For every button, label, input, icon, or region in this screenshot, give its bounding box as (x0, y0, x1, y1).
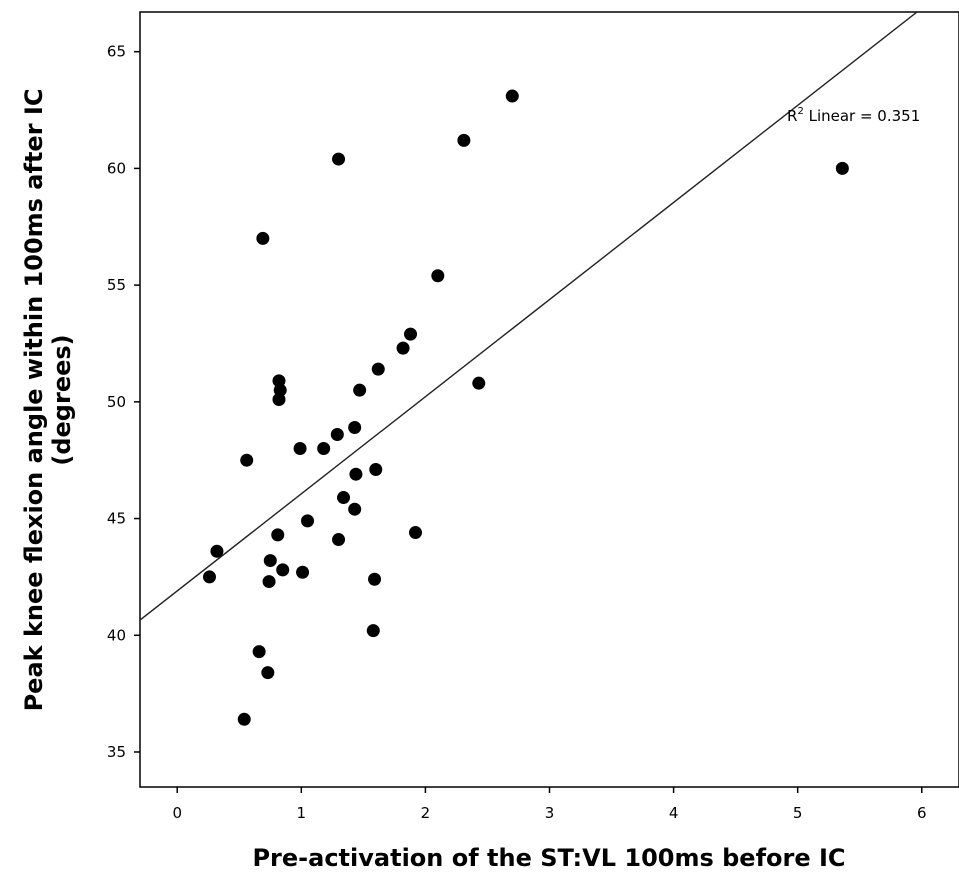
x-tick-label: 5 (793, 804, 803, 822)
data-point (262, 575, 276, 589)
data-point (835, 161, 849, 175)
x-tick-label: 4 (669, 804, 679, 822)
data-point (332, 533, 346, 547)
data-point (348, 421, 362, 435)
y-tick-label: 35 (107, 743, 126, 761)
data-point (256, 231, 270, 245)
data-point (371, 362, 385, 376)
data-point (366, 624, 380, 638)
data-point (301, 514, 315, 528)
data-point (273, 383, 287, 397)
y-tick-label: 60 (107, 159, 126, 177)
data-point (348, 502, 362, 516)
data-point (472, 376, 486, 390)
data-point (271, 528, 285, 542)
r-squared-annotation: R2 Linear = 0.351 (787, 106, 920, 125)
data-point (240, 453, 254, 467)
data-point (261, 666, 275, 680)
data-point (276, 563, 290, 577)
regression-line (140, 12, 919, 621)
data-point (337, 491, 351, 505)
data-point (293, 442, 307, 456)
data-point (353, 383, 367, 397)
data-point (317, 442, 331, 456)
x-tick-label: 1 (297, 804, 307, 822)
data-point (202, 570, 216, 584)
data-point (457, 133, 471, 147)
data-points (202, 89, 849, 726)
x-tick-label: 3 (545, 804, 555, 822)
data-point (252, 645, 266, 659)
data-point (210, 544, 224, 558)
y-tick-label: 50 (107, 393, 126, 411)
data-point (408, 526, 422, 540)
y-tick-label: 45 (107, 510, 126, 528)
y-axis-title-line1: Peak knee flexion angle within 100ms aft… (20, 89, 48, 712)
data-point (404, 327, 418, 341)
x-tick-label: 0 (172, 804, 182, 822)
x-tick-label: 2 (421, 804, 431, 822)
y-tick-label: 40 (107, 626, 126, 644)
y-tick-label: 65 (107, 43, 126, 61)
fit-line-group (140, 12, 919, 621)
data-point (296, 565, 310, 579)
y-tick-label: 55 (107, 276, 126, 294)
data-point (263, 554, 277, 568)
data-point (396, 341, 410, 355)
data-point (505, 89, 519, 103)
data-point (237, 712, 251, 726)
data-point (369, 463, 383, 477)
data-point (368, 572, 382, 586)
y-axis-title-line2: (degrees) (48, 334, 76, 465)
data-point (349, 467, 363, 481)
x-tick-label: 6 (917, 804, 927, 822)
data-point (330, 428, 344, 442)
data-point (431, 269, 445, 283)
data-point (332, 152, 346, 166)
y-axis-title: Peak knee flexion angle within 100ms aft… (20, 89, 76, 712)
x-axis-title: Pre-activation of the ST:VL 100ms before… (252, 844, 845, 872)
